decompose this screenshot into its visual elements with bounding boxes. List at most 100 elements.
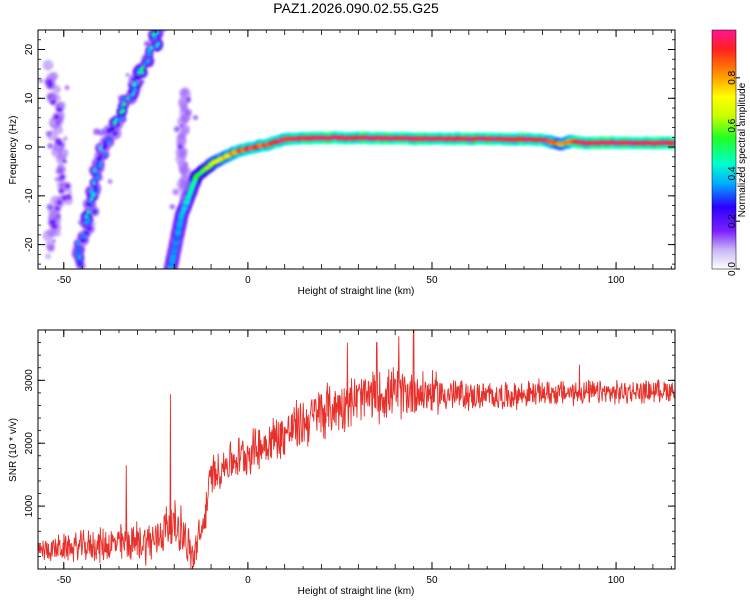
spectrogram-core-blob (106, 128, 111, 134)
snr-panel: -50 0 50 100 1000 2000 3000 Height of straight… (8, 329, 676, 597)
spectrogram-core-blob (135, 75, 140, 80)
x-tick-label: 100 (608, 275, 625, 286)
spectrogram-speckle (93, 128, 101, 136)
spectrogram-core-blob (62, 195, 67, 201)
spectrogram-speckle (64, 85, 70, 91)
spectrogram-speckle (52, 239, 56, 243)
spectrogram-speckle (172, 188, 180, 196)
y-tick-label: 10 (24, 92, 35, 104)
spectrogram-core-blob (128, 89, 134, 95)
spectrogram-speckle (100, 177, 104, 181)
chart-title: PAZ1.2026.090.02.55.G25 (273, 0, 439, 16)
x-tick-label: -50 (57, 575, 72, 586)
spectrogram-core-blob (65, 183, 70, 189)
spectrogram-speckle (54, 176, 60, 182)
spectrogram-core-blob (59, 182, 65, 188)
spectrogram-core-blob (112, 131, 118, 136)
spectrogram-heatmap (38, 30, 675, 269)
snr-ticks: -50 0 50 100 1000 2000 3000 (24, 329, 675, 586)
spectrogram-core-blob (92, 168, 97, 173)
spectrogram-halo-blob (178, 146, 188, 156)
spectrogram-speckle (185, 96, 192, 102)
spectrogram-speckle (125, 73, 130, 77)
y-tick-label: 1000 (24, 495, 35, 518)
y-tick-label: 0 (24, 144, 35, 150)
spectrogram-halo (38, 30, 675, 269)
spectrogram-speckle (46, 203, 54, 211)
spectrogram-core-blob (106, 136, 112, 142)
spectrogram-core-blob (66, 194, 71, 199)
spectrogram-core-blob (58, 168, 63, 173)
spectrogram-core-blob (95, 161, 101, 166)
colorbar-tick-label: 0.4 (727, 166, 738, 180)
spectrogram-halo-blob (180, 87, 190, 96)
colorbar-label: Normalized spectral amplitude (737, 82, 748, 217)
y-tick-label: 3000 (24, 369, 35, 392)
spectrogram-speckle (107, 179, 113, 184)
snr-x-label: Height of straight line (km) (298, 586, 415, 597)
spectrogram-speckle (143, 40, 150, 47)
spectrogram-speckle (179, 123, 184, 128)
spectrogram-core-blob (49, 215, 55, 220)
spectrogram-core-blob (89, 189, 94, 194)
spectrogram-speckle (63, 136, 68, 141)
spectrogram-core-blob (50, 99, 56, 105)
spectrogram-speckle (169, 204, 176, 210)
y-tick-label: -10 (24, 188, 35, 203)
spectrogram-core-blob (152, 35, 158, 41)
spectrogram-core-blob (75, 251, 81, 256)
colorbar: 0.0 0.2 0.4 0.6 0.8 Normalized spectral ampl… (711, 29, 748, 276)
spectrogram-core-blob (98, 154, 103, 159)
spectrogram-halo-blob (178, 192, 186, 200)
spectrogram-speckle (45, 130, 52, 137)
x-tick-label: 50 (426, 575, 438, 586)
spectrogram-core-blob (93, 185, 98, 191)
snr-y-label: SNR (10 * v/v) (8, 418, 19, 482)
spectrogram-core-blob (140, 65, 145, 71)
snr-series (38, 330, 675, 569)
spectrogram-core-blob (149, 45, 154, 51)
spectrogram-core-blob (84, 214, 89, 220)
spectrogram-core-blob (86, 201, 91, 207)
spectrogram-core-blob (122, 102, 127, 107)
spectrogram-core-blob (132, 87, 138, 92)
spectrogram-speckle (140, 79, 145, 84)
spectrogram-core-blob (121, 97, 126, 102)
spectrogram-core-blob (50, 219, 55, 224)
spectrogram-core-blob (47, 79, 52, 85)
spectrogram-core-blob (48, 83, 53, 88)
spectrogram-speckle (118, 120, 123, 125)
spectrogram-halo-blob (50, 71, 59, 81)
spectrogram-core-blob (51, 209, 56, 215)
y-tick-label: 2000 (24, 432, 35, 455)
spectrogram-core-blob (57, 116, 63, 122)
spectrogram-speckle (192, 115, 199, 121)
spectrogram-core-blob (78, 262, 83, 268)
x-tick-label: 0 (245, 575, 251, 586)
colorbar-ticks: 0.0 0.2 0.4 0.6 0.8 (727, 70, 740, 276)
spectrogram-core-blob (58, 103, 64, 108)
spectrogram-speckle (38, 78, 43, 83)
spectrogram-core-blob (84, 231, 89, 236)
spectrogram-halo-blob (42, 59, 54, 71)
spectrogram-core-blob (77, 247, 82, 253)
x-tick-label: 100 (608, 575, 625, 586)
spectrogram-core-blob (55, 138, 61, 144)
spectrogram-core-blob (146, 58, 151, 63)
spectrogram-core-blob (87, 226, 92, 231)
spectrogram-speckle (45, 253, 52, 260)
spectrogram-core-blob (103, 140, 108, 145)
colorbar-tick-label: 0.6 (727, 118, 738, 132)
spectrogram-core (47, 30, 675, 269)
spectrogram-core-blob (57, 200, 62, 205)
spectrogram-speckle (68, 189, 73, 194)
spectrogram-core-blob (131, 82, 137, 87)
spectrogram-core-blob (51, 120, 56, 126)
x-tick-label: 0 (245, 275, 251, 286)
spectrogram-ticks: -50 0 50 100 -20 -10 0 10 20 (24, 29, 675, 286)
spectrogram-core-blob (150, 32, 156, 37)
spectrogram-core-blob (121, 108, 126, 113)
colorbar-gradient (711, 29, 737, 270)
spectrogram-speckle (173, 126, 181, 133)
spectrogram-core-blob (91, 180, 96, 185)
